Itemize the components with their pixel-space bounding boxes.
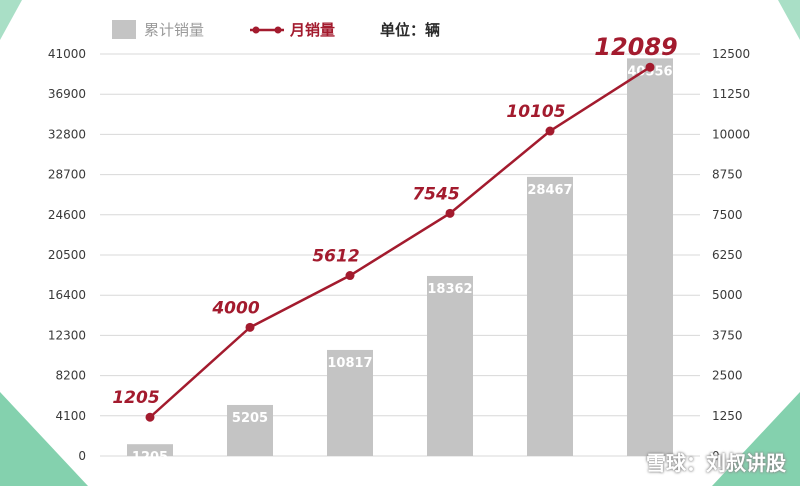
right-axis-tick-label: 11250 [712, 87, 750, 101]
bar [227, 404, 273, 456]
right-axis-tick-label: 0 [712, 449, 720, 463]
left-axis-tick-label: 4100 [55, 409, 86, 423]
line-point [545, 126, 555, 136]
legend-unit-label: 单位：辆 [380, 21, 440, 39]
left-axis-tick-label: 0 [78, 449, 86, 463]
right-axis-tick-label: 5000 [712, 288, 743, 302]
line-value-label: 12089 [594, 33, 678, 61]
left-axis-tick-label: 20500 [48, 248, 86, 262]
bar-value-label: 5205 [232, 411, 268, 426]
left-axis-tick-label: 28700 [48, 168, 86, 182]
right-axis-tick-label: 12500 [712, 47, 750, 61]
right-axis-tick-label: 1250 [712, 409, 743, 423]
legend-bar-swatch [112, 20, 136, 39]
line-value-label: 7545 [412, 184, 459, 204]
left-axis-tick-label: 32800 [48, 127, 86, 141]
bar [627, 58, 673, 457]
right-axis-tick-label: 6250 [712, 248, 743, 262]
right-axis-tick-label: 10000 [712, 127, 750, 141]
right-axis-tick-label: 7500 [712, 208, 743, 222]
line-point [345, 271, 355, 281]
corner-bottom-right [712, 392, 800, 486]
legend-bar-label: 累计销量 [144, 21, 204, 39]
bar [527, 176, 573, 457]
bar [127, 444, 173, 456]
right-axis-tick-label: 2500 [712, 369, 743, 383]
line-point [645, 62, 655, 72]
corner-bottom-left [0, 392, 88, 486]
bar-value-label: 28467 [527, 183, 572, 198]
line-value-label: 5612 [312, 247, 359, 267]
right-axis-tick-label: 3750 [712, 328, 743, 342]
line-point [145, 412, 155, 422]
line-value-label: 4000 [211, 298, 259, 318]
bar-value-label: 18362 [427, 282, 472, 297]
bar-value-label: 10817 [327, 356, 372, 371]
left-axis-tick-label: 41000 [48, 47, 86, 61]
line-series [149, 66, 651, 419]
bar [327, 349, 373, 456]
left-axis-tick-label: 12300 [48, 328, 86, 342]
line-point [445, 208, 455, 218]
left-axis-tick-label: 36900 [48, 87, 86, 101]
line-value-label: 10105 [506, 102, 565, 122]
right-axis-tick-label: 8750 [712, 168, 743, 182]
legend-line-marker [274, 26, 282, 34]
left-axis-tick-label: 8200 [55, 369, 86, 383]
line-point [245, 322, 255, 332]
bar-value-label: 1205 [132, 450, 168, 465]
corner-top-left [0, 0, 22, 40]
legend-line-marker [252, 26, 260, 34]
corner-top-right [778, 0, 800, 40]
line-value-label: 1205 [112, 388, 159, 408]
left-axis-tick-label: 24600 [48, 208, 86, 222]
watermark: 雪球：刘叔讲股 [646, 451, 786, 475]
left-axis-tick-label: 16400 [48, 288, 86, 302]
bar [427, 275, 473, 456]
legend-line-label: 月销量 [289, 21, 335, 39]
